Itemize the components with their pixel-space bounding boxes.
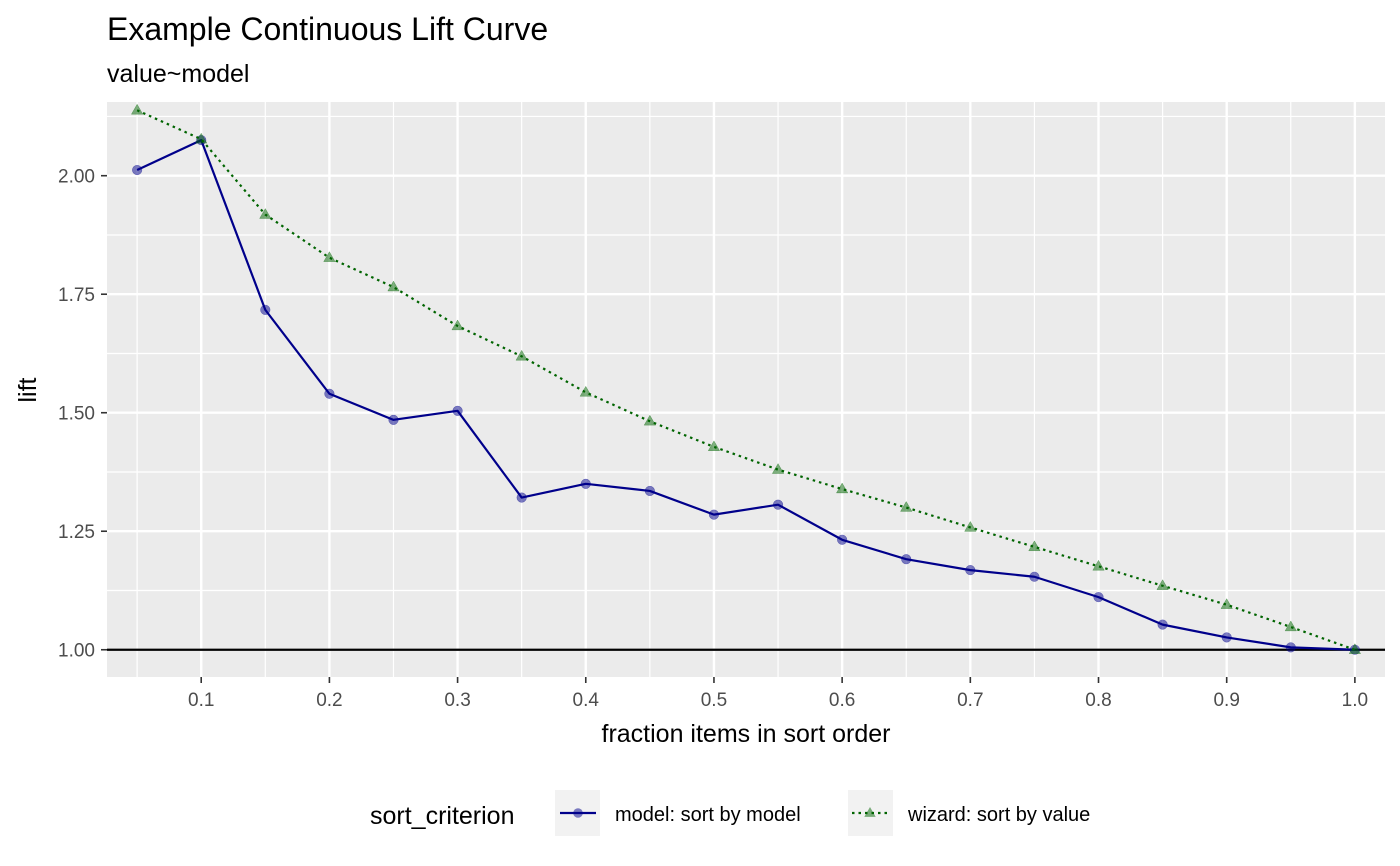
point-wizard bbox=[579, 385, 592, 397]
point-wizard bbox=[771, 463, 785, 474]
point-wizard bbox=[1092, 559, 1105, 571]
point-wizard bbox=[836, 482, 849, 494]
series-model-line bbox=[136, 139, 1355, 651]
point-model bbox=[644, 485, 655, 496]
point-wizard bbox=[195, 132, 208, 144]
chart-title: Example Continuous Lift Curve bbox=[107, 11, 548, 47]
point-model bbox=[965, 565, 976, 576]
x-tick-label: 0.4 bbox=[573, 690, 600, 711]
point-model bbox=[452, 405, 463, 416]
point-wizard bbox=[707, 440, 721, 452]
legend-label-wizard: wizard: sort by value bbox=[907, 804, 1090, 826]
legend-label-model: model: sort by model bbox=[615, 804, 801, 826]
x-tick-label: 0.8 bbox=[1085, 690, 1111, 711]
y-tick-label: 1.00 bbox=[58, 641, 95, 662]
series-wizard bbox=[130, 103, 1362, 654]
y-tick-label: 2.00 bbox=[58, 167, 95, 188]
series-layer bbox=[130, 103, 1362, 655]
y-tick-label: 1.75 bbox=[58, 285, 95, 306]
point-model bbox=[837, 534, 848, 545]
y-tick-label: 1.50 bbox=[58, 404, 95, 425]
grid-minor bbox=[107, 102, 1385, 677]
point-wizard bbox=[643, 414, 656, 426]
x-tick-label: 0.2 bbox=[316, 690, 342, 711]
point-wizard bbox=[1028, 540, 1041, 552]
chart-subtitle: value~model bbox=[107, 60, 249, 88]
point-model bbox=[1093, 592, 1104, 603]
point-wizard bbox=[1284, 620, 1297, 632]
legend-key-wizard-marker bbox=[864, 807, 876, 817]
x-tick-label: 1.0 bbox=[1342, 690, 1368, 711]
legend-title: sort_criterion bbox=[370, 802, 515, 830]
x-tick-label: 0.9 bbox=[1213, 690, 1239, 711]
y-axis-title: lift bbox=[14, 377, 42, 402]
plot-panel bbox=[107, 102, 1385, 677]
point-wizard bbox=[451, 319, 464, 331]
point-model bbox=[772, 499, 784, 510]
point-model bbox=[324, 388, 335, 399]
x-tick-label: 0.6 bbox=[829, 690, 855, 711]
point-wizard bbox=[130, 103, 144, 115]
point-wizard bbox=[323, 251, 336, 262]
point-model bbox=[1157, 619, 1168, 630]
point-wizard bbox=[1348, 643, 1362, 654]
point-model bbox=[516, 492, 527, 503]
y-tick-label: 1.25 bbox=[58, 522, 95, 543]
point-wizard bbox=[1220, 598, 1233, 609]
x-tick-label: 0.5 bbox=[701, 690, 727, 711]
legend-key-model-marker bbox=[573, 808, 583, 818]
y-axis-ticks: 1.00 1.25 1.50 1.75 2.00 bbox=[58, 167, 107, 662]
point-model bbox=[260, 304, 271, 315]
point-wizard bbox=[387, 280, 400, 292]
x-tick-label: 0.3 bbox=[444, 690, 470, 711]
point-model bbox=[1285, 642, 1296, 653]
x-axis-ticks: 0.1 0.2 0.3 0.4 0.5 0.6 0.7 0.8 0.9 1.0 bbox=[188, 677, 1368, 711]
point-model bbox=[1029, 571, 1040, 582]
series-wizard-line bbox=[136, 109, 1356, 651]
point-model bbox=[388, 414, 399, 425]
point-wizard bbox=[964, 520, 977, 532]
x-axis-title: fraction items in sort order bbox=[602, 720, 891, 748]
point-model bbox=[580, 478, 591, 489]
x-tick-label: 0.1 bbox=[188, 690, 214, 711]
point-model bbox=[132, 164, 143, 176]
point-model bbox=[708, 509, 720, 520]
point-wizard bbox=[1156, 579, 1169, 590]
legend: sort_criterion model: sort by model wiza… bbox=[370, 790, 1090, 836]
point-wizard bbox=[515, 349, 528, 361]
point-model bbox=[901, 554, 912, 565]
point-wizard bbox=[900, 501, 913, 512]
point-model bbox=[1221, 632, 1232, 643]
x-tick-label: 0.7 bbox=[957, 690, 983, 711]
point-wizard bbox=[259, 208, 272, 219]
